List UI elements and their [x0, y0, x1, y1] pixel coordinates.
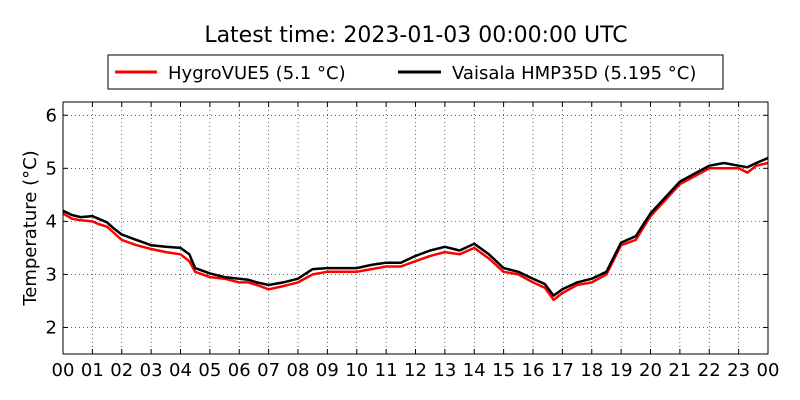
- y-tick-label: 6: [46, 105, 57, 126]
- x-tick-label: 11: [375, 360, 398, 381]
- y-tick-label: 2: [46, 317, 57, 338]
- y-tick-label: 5: [46, 158, 57, 179]
- x-tick-label: 10: [345, 360, 368, 381]
- x-tick-label: 07: [257, 360, 280, 381]
- x-tick-label: 05: [198, 360, 221, 381]
- x-tick-label: 19: [610, 360, 633, 381]
- x-tick-label: 06: [228, 360, 251, 381]
- series-line-hygrovue5: [62, 161, 769, 302]
- x-tick-label: 14: [463, 360, 486, 381]
- x-tick-label: 02: [110, 360, 133, 381]
- x-tick-label: 17: [551, 360, 574, 381]
- x-tick-label: 21: [668, 360, 691, 381]
- x-tick-label: 13: [433, 360, 456, 381]
- x-tick-label: 09: [316, 360, 339, 381]
- x-tick-label: 18: [580, 360, 603, 381]
- x-tick-label: 00: [757, 360, 780, 381]
- x-tick-label: 20: [639, 360, 662, 381]
- x-tick-label: 08: [287, 360, 310, 381]
- ticks: 00 01 02 03 04 05 06 07 08 09 10 11 12 13 14 15 16 17 18 19…: [46, 102, 780, 381]
- x-tick-label: 22: [698, 360, 721, 381]
- y-axis-label: Temperature (°C): [20, 150, 41, 306]
- legend: HygroVUE5 (5.1 °C) Vaisala HMP35D (5.195…: [107, 54, 724, 90]
- plot-frame: [62, 101, 769, 355]
- legend-label-vaisala: Vaisala HMP35D (5.195 °C): [452, 63, 696, 84]
- y-tick-label: 4: [46, 211, 57, 232]
- x-tick-label: 01: [81, 360, 104, 381]
- x-tick-label: 00: [52, 360, 75, 381]
- x-tick-label: 03: [140, 360, 163, 381]
- series-line-vaisala: [62, 156, 769, 297]
- legend-label-hygrovue5: HygroVUE5 (5.1 °C): [168, 63, 346, 84]
- series-layer: [62, 156, 769, 302]
- grid: [62, 102, 769, 354]
- x-tick-label: 12: [404, 360, 427, 381]
- chart-title: Latest time: 2023-01-03 00:00:00 UTC: [204, 23, 627, 48]
- x-tick-label: 15: [492, 360, 515, 381]
- x-tick-label: 23: [727, 360, 750, 381]
- x-tick-label: 16: [522, 360, 545, 381]
- y-tick-label: 3: [46, 264, 57, 285]
- x-tick-label: 04: [169, 360, 192, 381]
